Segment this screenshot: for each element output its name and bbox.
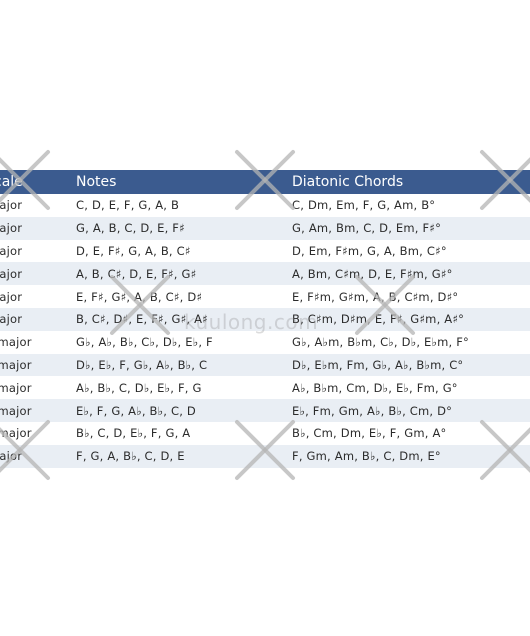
row-chords: D, Em, F♯m, G, A, Bm, C♯° (292, 243, 447, 258)
row-scale: major (0, 444, 76, 468)
row-chords: C, Dm, Em, F, G, Am, B° (292, 198, 436, 213)
row-scale: major (0, 289, 23, 304)
watermark-text: kuulong.com (184, 310, 319, 334)
row-notes: A, B, C♯, D, E, F♯, G♯ (76, 262, 292, 286)
row-scale: ♭ major (0, 353, 76, 377)
row-notes: C, D, E, F, G, A, B (76, 198, 180, 213)
table-row: major E, F♯, G♯, A, B, C♯, D♯ E, F♯m, G♯m,… (0, 285, 530, 308)
row-notes: G♭, A♭, B♭, C♭, D♭, E♭, F (76, 335, 213, 350)
row-notes: E, F♯, G♯, A, B, C♯, D♯ (76, 289, 203, 304)
row-chords: F, Gm, Am, B♭, C, Dm, E° (292, 444, 530, 468)
row-scale: major (0, 243, 23, 258)
row-notes: G, A, B, C, D, E, F♯ (76, 216, 292, 240)
header-notes: Notes (76, 170, 292, 194)
row-notes: E♭, F, G, A♭, B♭, C, D (76, 399, 292, 422)
row-scale: ♭ major (0, 399, 76, 422)
header-scale: cale (0, 170, 76, 194)
row-chords: A, Bm, C♯m, D, E, F♯m, G♯° (292, 262, 530, 286)
row-chords: A♭, B♭m, Cm, D♭, E♭, Fm, G° (292, 380, 458, 395)
row-notes: A♭, B♭, C, D♭, E♭, F, G (76, 380, 202, 395)
header-diatonic-chords: Diatonic Chords (292, 170, 530, 194)
row-chords: G♭, A♭m, B♭m, C♭, D♭, E♭m, F° (292, 335, 470, 350)
row-scale: ♭ major (0, 380, 32, 395)
row-scale: major (0, 216, 76, 240)
row-scale: ♭ major (0, 335, 32, 350)
table-row: major C, D, E, F, G, A, B C, Dm, Em, F, G,… (0, 194, 530, 217)
row-chords: B, C♯m, D♯m, E, F♯, G♯m, A♯° (292, 307, 530, 331)
row-chords: E, F♯m, G♯m, A, B, C♯m, D♯° (292, 289, 459, 304)
row-chords: E♭, Fm, Gm, A♭, B♭, Cm, D° (292, 399, 530, 422)
row-chords: B♭, Cm, Dm, E♭, F, Gm, A° (292, 426, 447, 441)
table-row: ♭ major G♭, A♭, B♭, C♭, D♭, E♭, F G♭, A♭m,… (0, 331, 530, 354)
row-notes: B♭, C, D, E♭, F, G, A (76, 426, 191, 441)
row-scale: major (0, 307, 76, 331)
table-row: major D, E, F♯, G, A, B, C♯ D, Em, F♯m, G,… (0, 240, 530, 263)
row-scale: ♭ major (0, 426, 32, 441)
table-body: majorC, D, E, F, G, A, BC, Dm, Em, F, G,… (0, 194, 530, 468)
table-row: ♭ major A♭, B♭, C, D♭, E♭, F, G A♭, B♭m, C… (0, 376, 530, 399)
row-chords: G, Am, Bm, C, D, Em, F♯° (292, 216, 530, 240)
row-scale: major (0, 198, 23, 213)
header-row: cale Notes Diatonic Chords (0, 170, 530, 194)
row-scale: major (0, 262, 76, 286)
row-chords: D♭, E♭m, Fm, G♭, A♭, B♭m, C° (292, 353, 530, 377)
table-row: ♭ major B♭, C, D, E♭, F, G, A B♭, Cm, Dm, … (0, 422, 530, 445)
table-header: cale Notes Diatonic Chords (0, 170, 530, 194)
row-notes: F, G, A, B♭, C, D, E (76, 444, 292, 468)
row-notes: D♭, E♭, F, G♭, A♭, B♭, C (76, 353, 292, 377)
scale-chords-table: cale Notes Diatonic Chords majorC, D, E,… (0, 170, 530, 468)
row-notes: D, E, F♯, G, A, B, C♯ (76, 243, 191, 258)
table-row: majorF, G, A, B♭, C, D, EF, Gm, Am, B♭, … (0, 444, 530, 468)
